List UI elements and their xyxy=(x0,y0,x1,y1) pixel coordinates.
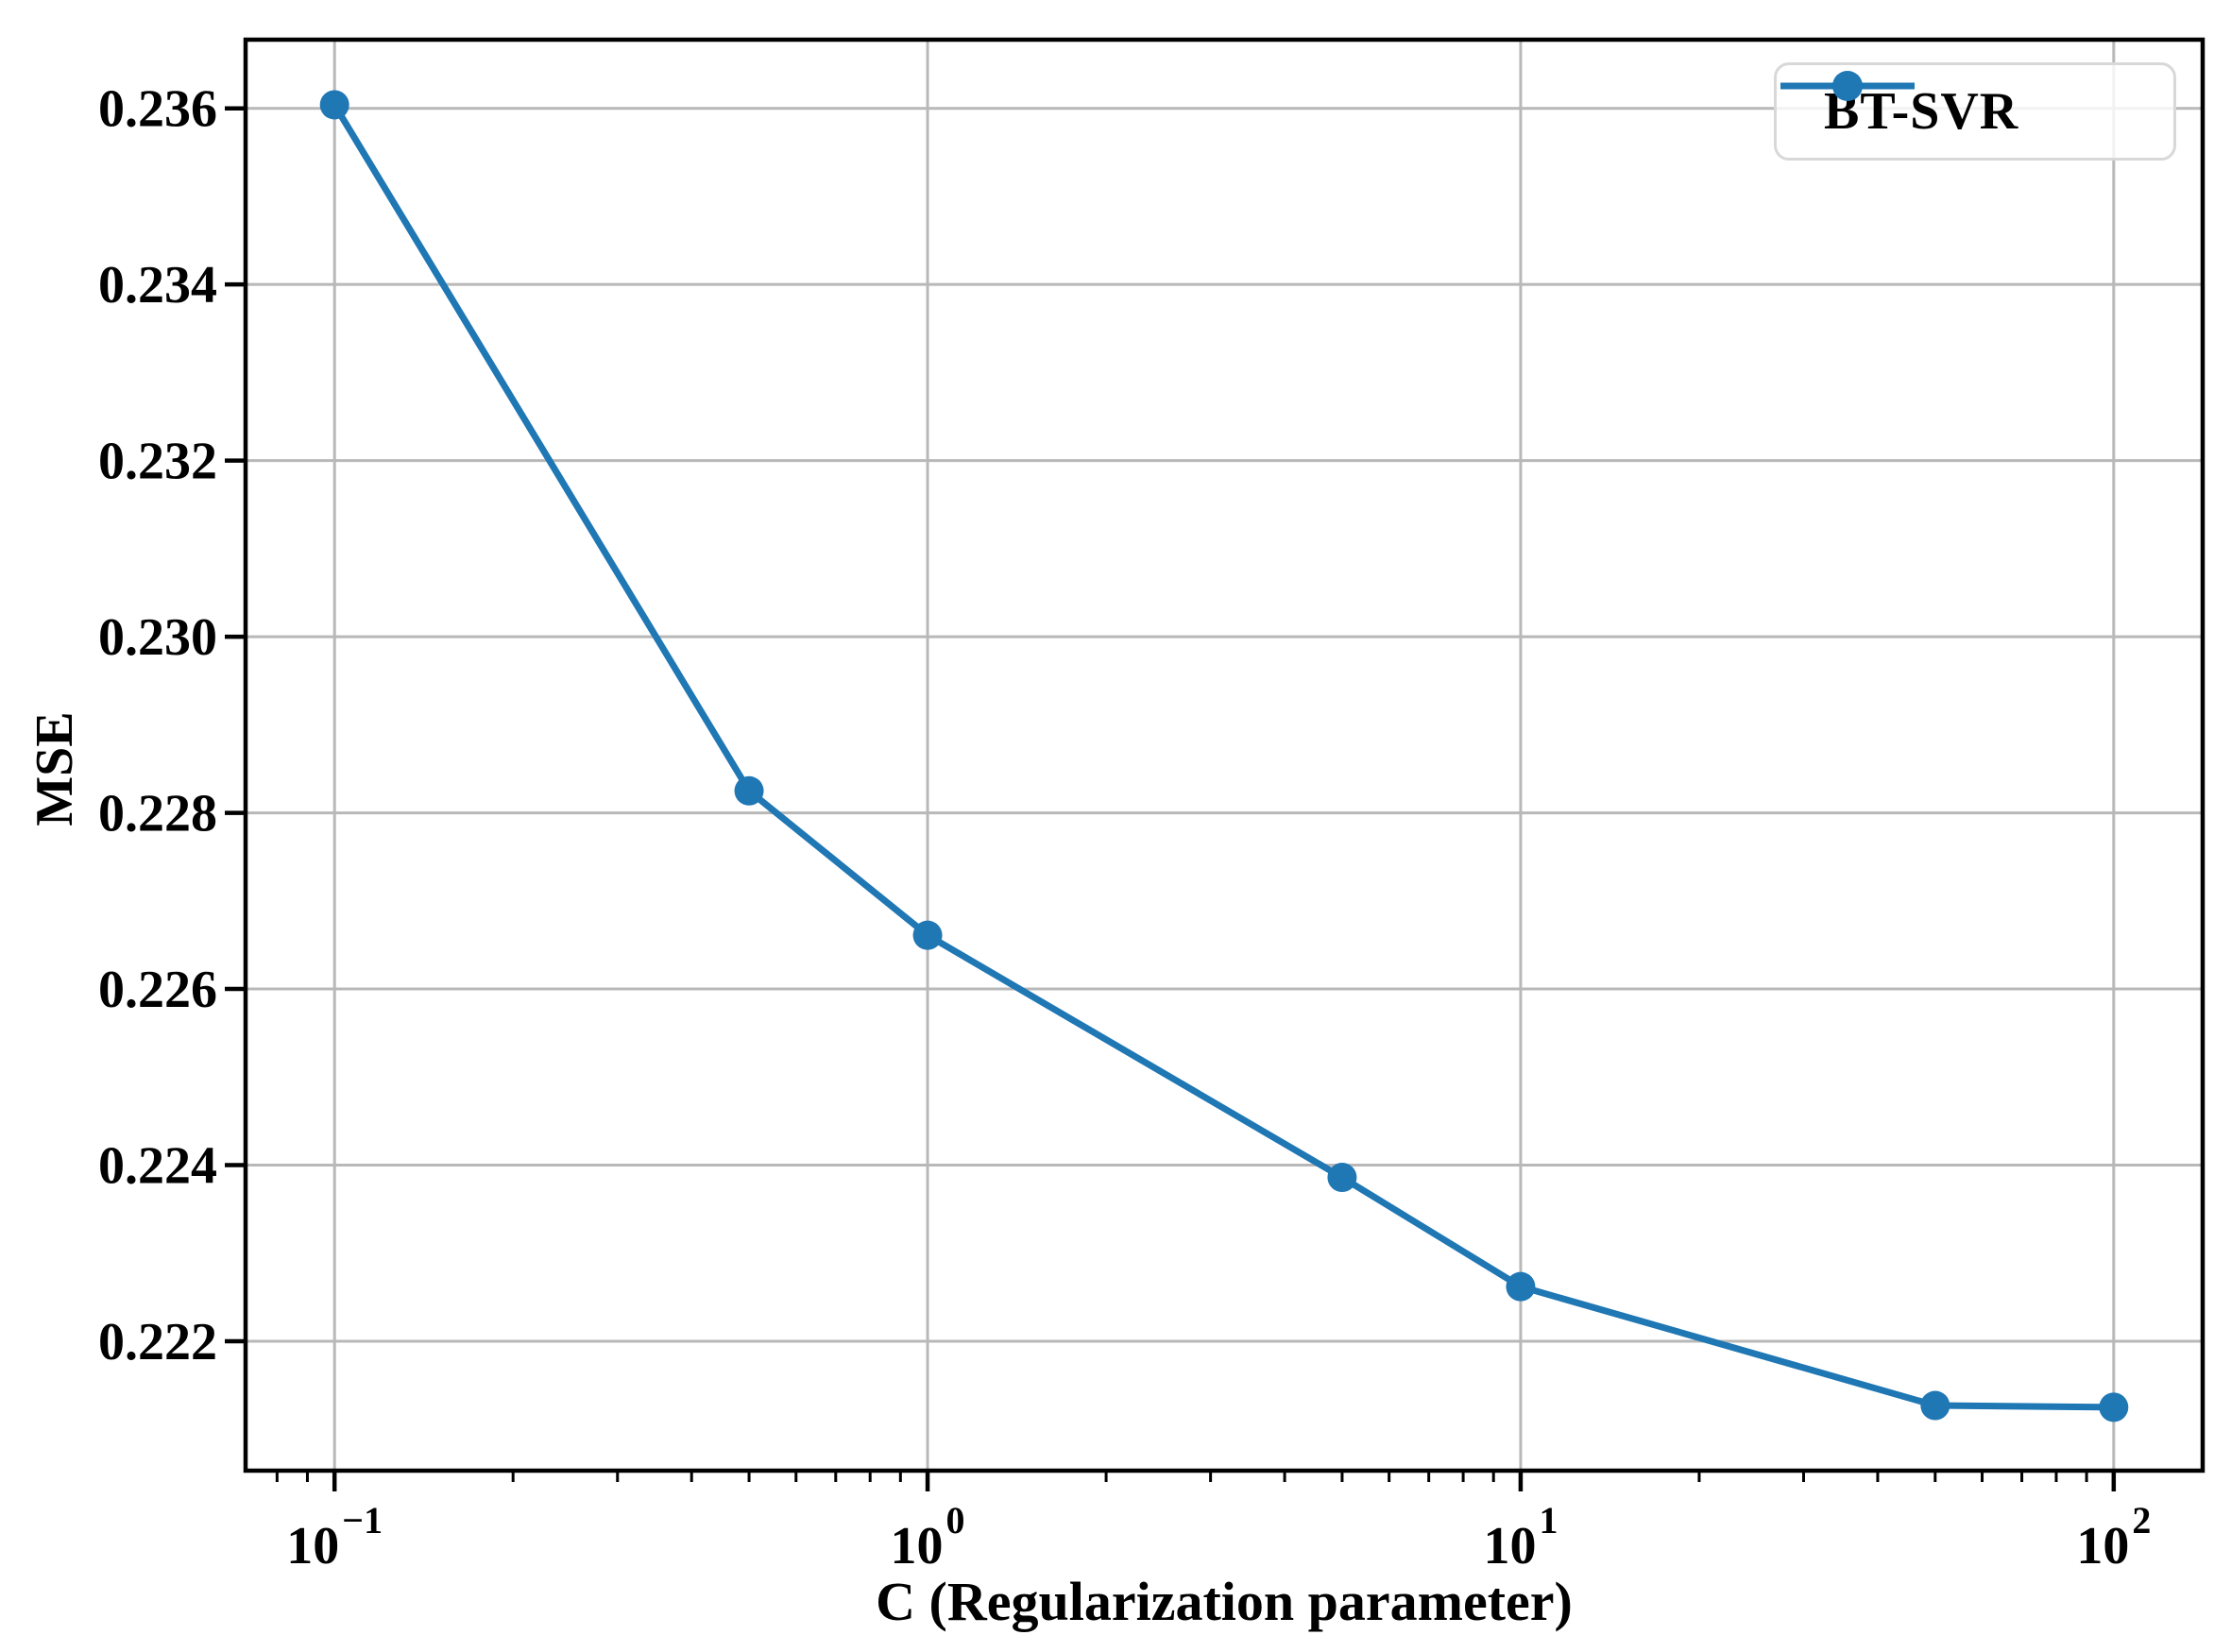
y-tick-label: 0.228 xyxy=(98,785,217,843)
x-axis-title: C (Regularization parameter) xyxy=(876,1571,1573,1632)
data-point xyxy=(912,920,943,950)
y-tick-label: 0.224 xyxy=(98,1136,217,1195)
data-point xyxy=(1327,1163,1357,1193)
data-point xyxy=(1920,1390,1950,1421)
y-tick-label: 0.232 xyxy=(98,433,217,491)
x-tick-label: 100 xyxy=(891,1499,965,1575)
legend-line-sample xyxy=(1780,71,1915,101)
y-tick-label: 0.230 xyxy=(98,608,217,667)
data-line xyxy=(331,101,2118,1411)
x-tick-label: 10−1 xyxy=(286,1499,383,1575)
y-tick-label: 0.236 xyxy=(98,80,217,139)
plot-border xyxy=(243,37,2205,1473)
y-tick-label: 0.226 xyxy=(98,961,217,1019)
x-tick-label: 101 xyxy=(1483,1499,1558,1575)
legend: BT-SVR xyxy=(1774,62,2176,161)
y-tick-label: 0.234 xyxy=(98,256,217,315)
data-point xyxy=(319,90,349,120)
data-point xyxy=(1506,1271,1536,1302)
y-axis-title: MSE xyxy=(26,711,84,826)
data-point xyxy=(2099,1392,2129,1422)
x-tick-label: 102 xyxy=(2076,1499,2151,1575)
legend-sample-marker xyxy=(1832,71,1863,101)
y-tick-label: 0.222 xyxy=(98,1313,217,1371)
data-point xyxy=(734,775,764,806)
